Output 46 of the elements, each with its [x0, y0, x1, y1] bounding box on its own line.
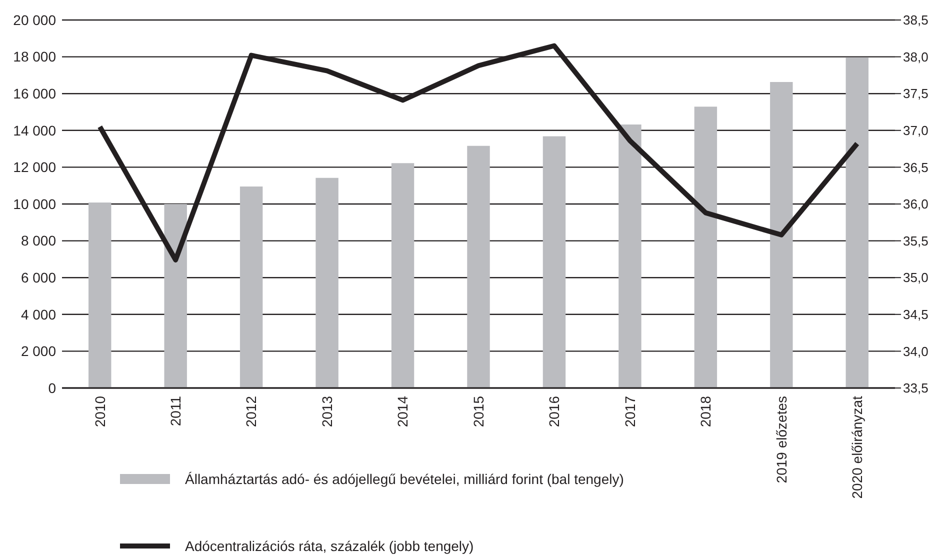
- y-tick-label: 20 000: [13, 12, 56, 28]
- x-tick-label: 2010: [92, 396, 108, 428]
- bar: [770, 82, 793, 388]
- y-tick-label: 6 000: [20, 270, 56, 286]
- y-tick-label: 2 000: [20, 343, 56, 360]
- y2-tick-label: 38,0: [903, 49, 928, 64]
- x-tick-label: 2017: [622, 396, 638, 428]
- y2-tick-label: 38,5: [903, 12, 928, 28]
- y2-tick-label: 34,0: [903, 344, 928, 359]
- x-tick-label: 2012: [243, 396, 260, 428]
- bar: [694, 106, 718, 388]
- bar: [240, 186, 263, 388]
- y-tick-label: 4 000: [20, 306, 56, 322]
- x-tick-label: 2016: [546, 396, 562, 428]
- bar: [846, 57, 868, 388]
- y2-tick-label: 36,5: [903, 160, 928, 175]
- y-tick-label: 10 000: [13, 196, 56, 212]
- x-tick-label: 2015: [470, 396, 486, 428]
- bar: [391, 163, 414, 388]
- x-tick-label: 2013: [318, 396, 335, 428]
- y2-tick-label: 35,0: [903, 270, 928, 286]
- bar: [467, 146, 490, 388]
- y-tick-label: 18 000: [13, 48, 56, 65]
- y-tick-label: 0: [48, 380, 56, 396]
- y-tick-label: 12 000: [13, 159, 56, 176]
- y2-tick-label: 35,5: [903, 233, 928, 248]
- bar: [618, 124, 642, 388]
- y-tick-label: 8 000: [20, 232, 56, 249]
- y2-tick-label: 33,5: [903, 380, 928, 396]
- x-tick-label: 2011: [167, 396, 184, 426]
- y2-tick-label: 37,0: [903, 122, 928, 138]
- x-tick-label: 2020 előirányzat: [849, 396, 866, 499]
- x-tick-label: 2014: [394, 396, 411, 428]
- x-tick-label: 2019 előzetes: [773, 396, 790, 484]
- x-tick-label: 2018: [698, 396, 714, 428]
- y-tick-label: 14 000: [13, 122, 56, 138]
- y-tick-label: 16 000: [13, 86, 56, 102]
- bar: [164, 204, 187, 388]
- legend-label: Államháztartás adó- és adójellegű bevételei, milliárd forint (bal tengely): [185, 470, 624, 487]
- legend-label: Adócentralizációs ráta, százalék (jobb tengely): [185, 538, 474, 554]
- bar: [542, 136, 566, 388]
- y2-tick-label: 36,0: [903, 196, 928, 212]
- y2-tick-label: 37,5: [903, 86, 928, 102]
- y2-tick-label: 34,5: [903, 306, 928, 322]
- bar: [316, 178, 338, 388]
- bar: [88, 202, 112, 388]
